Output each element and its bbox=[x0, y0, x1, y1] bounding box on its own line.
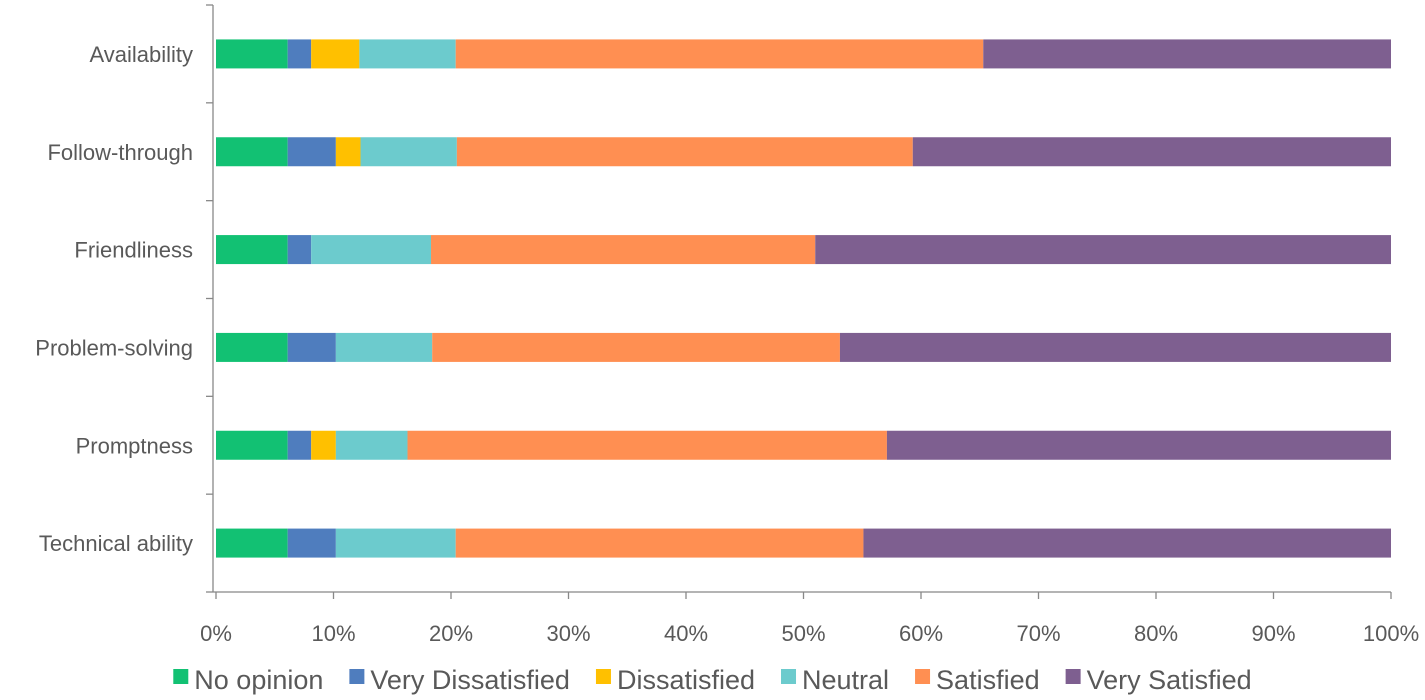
axes-layer bbox=[206, 4, 1392, 599]
y-tick-label-availability: Availability bbox=[89, 42, 193, 67]
legend-label-neutral: Neutral bbox=[802, 665, 889, 695]
legend-item-very-dissatisfied: Very Dissatisfied bbox=[349, 665, 570, 695]
y-tick-label-friendliness: Friendliness bbox=[74, 238, 193, 263]
x-tick-label-10: 10% bbox=[311, 621, 355, 646]
labels-layer: Availability Follow-through Friendliness Pr… bbox=[35, 42, 1419, 646]
y-tick-label-problem-solving: Problem-solving bbox=[35, 335, 193, 360]
bar-promptness-no-opinion bbox=[216, 430, 288, 460]
bar-problem-solving-very-satisfied bbox=[839, 332, 1391, 362]
bar-problem-solving-no-opinion bbox=[216, 332, 288, 362]
bar-promptness-very-dissatisfied bbox=[287, 430, 312, 460]
bar-technical-ability-very-dissatisfied bbox=[287, 528, 336, 558]
bar-availability-no-opinion bbox=[216, 39, 288, 69]
bar-follow-through-very-satisfied bbox=[912, 137, 1391, 167]
bar-technical-ability-very-satisfied bbox=[863, 528, 1391, 558]
bar-technical-ability-neutral bbox=[335, 528, 456, 558]
legend-item-dissatisfied: Dissatisfied bbox=[595, 665, 755, 695]
x-tick-label-90: 90% bbox=[1251, 621, 1295, 646]
x-tick-label-30: 30% bbox=[546, 621, 590, 646]
legend-swatch-dissatisfied bbox=[595, 669, 611, 684]
bars-layer bbox=[216, 39, 1391, 558]
legend-item-very-satisfied: Very Satisfied bbox=[1065, 665, 1252, 695]
bar-friendliness-very-dissatisfied bbox=[287, 235, 312, 265]
bar-availability-very-dissatisfied bbox=[287, 39, 312, 69]
x-tick-label-40: 40% bbox=[664, 621, 708, 646]
legend-label-no-opinion: No opinion bbox=[194, 665, 323, 695]
bar-promptness-very-satisfied bbox=[886, 430, 1391, 460]
x-tick-label-0: 0% bbox=[200, 621, 232, 646]
bar-promptness-satisfied bbox=[407, 430, 887, 460]
legend-swatch-satisfied bbox=[915, 669, 931, 684]
bar-friendliness-very-satisfied bbox=[815, 235, 1391, 265]
legend-item-no-opinion: No opinion bbox=[173, 665, 323, 695]
bar-promptness-neutral bbox=[335, 430, 408, 460]
legend-swatch-no-opinion bbox=[173, 669, 189, 684]
y-tick-label-follow-through: Follow-through bbox=[47, 140, 193, 165]
bar-technical-ability-satisfied bbox=[455, 528, 864, 558]
legend-swatch-neutral bbox=[781, 669, 797, 684]
bar-friendliness-no-opinion bbox=[216, 235, 288, 265]
bar-follow-through-dissatisfied bbox=[335, 137, 361, 167]
y-tick-label-promptness: Promptness bbox=[76, 433, 193, 458]
bar-follow-through-very-dissatisfied bbox=[287, 137, 336, 167]
x-tick-label-60: 60% bbox=[899, 621, 943, 646]
bar-problem-solving-very-dissatisfied bbox=[287, 332, 336, 362]
bar-friendliness-neutral bbox=[311, 235, 432, 265]
y-tick-label-technical-ability: Technical ability bbox=[39, 531, 193, 556]
legend: No opinion Very Dissatisfied Dissatisfied N… bbox=[173, 665, 1252, 695]
legend-label-dissatisfied: Dissatisfied bbox=[617, 665, 755, 695]
x-tick-label-50: 50% bbox=[781, 621, 825, 646]
x-tick-label-70: 70% bbox=[1016, 621, 1060, 646]
bar-technical-ability-no-opinion bbox=[216, 528, 288, 558]
legend-swatch-very-dissatisfied bbox=[349, 669, 365, 684]
bar-follow-through-no-opinion bbox=[216, 137, 288, 167]
bar-availability-dissatisfied bbox=[311, 39, 360, 69]
bar-problem-solving-neutral bbox=[335, 332, 433, 362]
legend-label-satisfied: Satisfied bbox=[936, 665, 1040, 695]
x-tick-label-100: 100% bbox=[1363, 621, 1419, 646]
legend-item-satisfied: Satisfied bbox=[915, 665, 1040, 695]
x-tick-label-80: 80% bbox=[1134, 621, 1178, 646]
bar-problem-solving-satisfied bbox=[432, 332, 840, 362]
bar-follow-through-satisfied bbox=[456, 137, 913, 167]
bar-availability-neutral bbox=[359, 39, 456, 69]
bar-friendliness-satisfied bbox=[431, 235, 816, 265]
bar-availability-very-satisfied bbox=[983, 39, 1391, 69]
bar-promptness-dissatisfied bbox=[311, 430, 336, 460]
legend-label-very-satisfied: Very Satisfied bbox=[1087, 665, 1252, 695]
bar-availability-satisfied bbox=[455, 39, 984, 69]
legend-label-very-dissatisfied: Very Dissatisfied bbox=[370, 665, 570, 695]
legend-item-neutral: Neutral bbox=[781, 665, 889, 695]
x-tick-label-20: 20% bbox=[429, 621, 473, 646]
bar-follow-through-neutral bbox=[360, 137, 457, 167]
legend-swatch-very-satisfied bbox=[1065, 669, 1081, 684]
